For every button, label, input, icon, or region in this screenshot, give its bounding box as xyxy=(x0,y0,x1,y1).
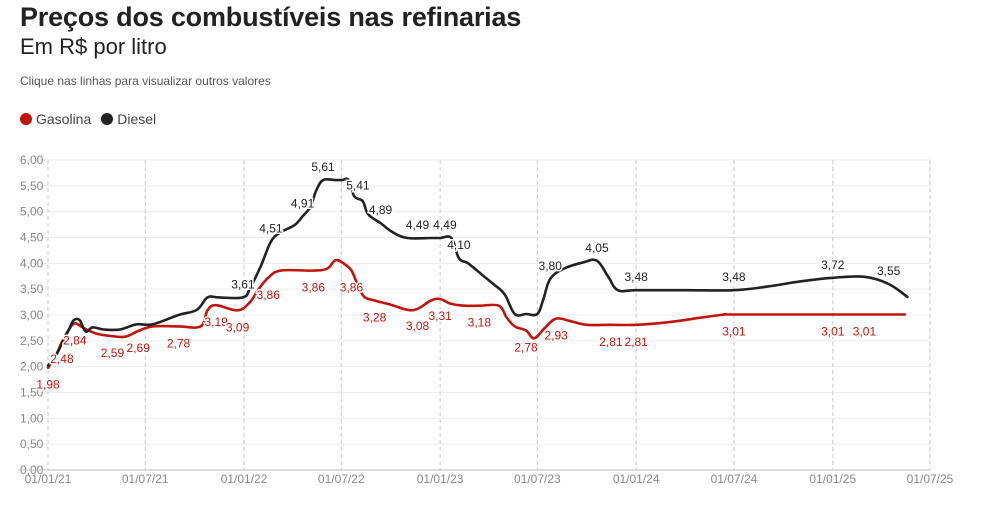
chart-subtitle: Em R$ por litro xyxy=(20,34,167,59)
data-label-diesel: 4,10 xyxy=(447,238,471,252)
legend-label-diesel: Diesel xyxy=(117,111,157,127)
x-tick-label: 01/01/21 xyxy=(25,472,72,486)
legend-item-diesel[interactable]: Diesel xyxy=(101,111,156,127)
data-label-diesel: 3,72 xyxy=(821,258,845,272)
x-tick-label: 01/01/25 xyxy=(809,472,856,486)
data-label-diesel: 5,61 xyxy=(311,160,335,174)
chart-title: Preços dos combustíveis nas refinarias xyxy=(20,2,522,32)
chart-hint: Clique nas linhas para visualizar outros… xyxy=(20,74,271,88)
series-line-diesel[interactable] xyxy=(46,177,909,367)
data-label-gasolina: 2,78 xyxy=(167,336,191,350)
data-label-diesel: 3,80 xyxy=(539,259,563,273)
y-tick-label: 3,50 xyxy=(20,282,44,296)
y-tick-label: 2,50 xyxy=(20,334,44,348)
data-label-gasolina: 3,19 xyxy=(204,315,228,329)
data-label-diesel: 3,55 xyxy=(877,264,901,278)
data-label-gasolina: 2,81 xyxy=(624,335,648,349)
data-label-diesel: 4,91 xyxy=(291,196,315,210)
y-tick-label: 3,00 xyxy=(20,308,44,322)
data-label-gasolina: 3,18 xyxy=(468,316,492,330)
x-tick-label: 01/01/24 xyxy=(613,472,660,486)
data-label-diesel: 4,89 xyxy=(369,203,393,217)
data-label-gasolina: 2,78 xyxy=(514,341,538,355)
line-chart: 0,000,501,001,502,002,503,003,504,004,50… xyxy=(18,153,954,486)
data-label-diesel: 3,48 xyxy=(722,270,746,284)
series-line-gasolina[interactable] xyxy=(46,258,907,369)
y-tick-label: 5,00 xyxy=(20,205,44,219)
y-tick-label: 1,50 xyxy=(20,386,44,400)
diesel-swatch xyxy=(101,113,114,125)
data-label-diesel: 5,41 xyxy=(346,178,370,192)
y-tick-label: 2,00 xyxy=(20,360,44,374)
data-label-gasolina: 3,86 xyxy=(340,281,364,295)
legend: Gasolina Diesel xyxy=(20,111,156,127)
data-label-gasolina: 3,31 xyxy=(428,309,452,323)
y-tick-label: 1,00 xyxy=(20,411,44,425)
x-tick-label: 01/01/23 xyxy=(417,472,464,486)
x-tick-label: 01/07/22 xyxy=(318,472,365,486)
gasolina-swatch xyxy=(20,113,32,125)
x-tick-label: 01/07/24 xyxy=(711,472,758,486)
x-tick-label: 01/07/25 xyxy=(907,472,954,486)
x-tick-label: 01/07/23 xyxy=(514,472,561,486)
data-label-gasolina: 2,84 xyxy=(63,333,87,347)
data-label-gasolina: 3,01 xyxy=(853,324,877,338)
y-tick-label: 4,00 xyxy=(20,256,44,270)
data-label-gasolina: 2,81 xyxy=(599,335,623,349)
x-tick-label: 01/07/21 xyxy=(122,472,169,486)
y-tick-label: 4,50 xyxy=(20,231,44,245)
data-label-gasolina: 3,08 xyxy=(406,319,430,333)
data-label-gasolina: 1,98 xyxy=(36,378,60,392)
data-label-diesel: 3,61 xyxy=(231,277,255,291)
data-label-diesel: 4,05 xyxy=(585,241,609,255)
data-label-diesel: 4,49 xyxy=(406,218,430,232)
legend-item-gasolina[interactable]: Gasolina xyxy=(20,111,91,127)
data-label-gasolina: 2,93 xyxy=(544,329,568,343)
data-label-diesel: 3,48 xyxy=(624,270,648,284)
data-label-gasolina: 3,86 xyxy=(302,281,326,295)
y-tick-label: 6,00 xyxy=(20,153,44,167)
y-tick-label: 0,50 xyxy=(20,437,44,451)
data-label-diesel: 4,49 xyxy=(433,218,457,232)
data-label-gasolina: 2,48 xyxy=(50,352,74,366)
data-label-gasolina: 3,09 xyxy=(226,320,250,334)
data-label-gasolina: 2,69 xyxy=(127,341,151,355)
data-label-gasolina: 3,86 xyxy=(257,288,281,302)
legend-label-gasolina: Gasolina xyxy=(36,111,92,127)
data-label-gasolina: 3,01 xyxy=(821,324,845,338)
data-label-gasolina: 2,59 xyxy=(101,346,125,360)
data-label-gasolina: 3,01 xyxy=(722,324,746,338)
data-label-gasolina: 3,28 xyxy=(363,311,387,325)
data-label-diesel: 4,51 xyxy=(259,222,283,236)
y-tick-label: 5,50 xyxy=(20,179,44,193)
x-tick-label: 01/01/22 xyxy=(221,472,268,486)
